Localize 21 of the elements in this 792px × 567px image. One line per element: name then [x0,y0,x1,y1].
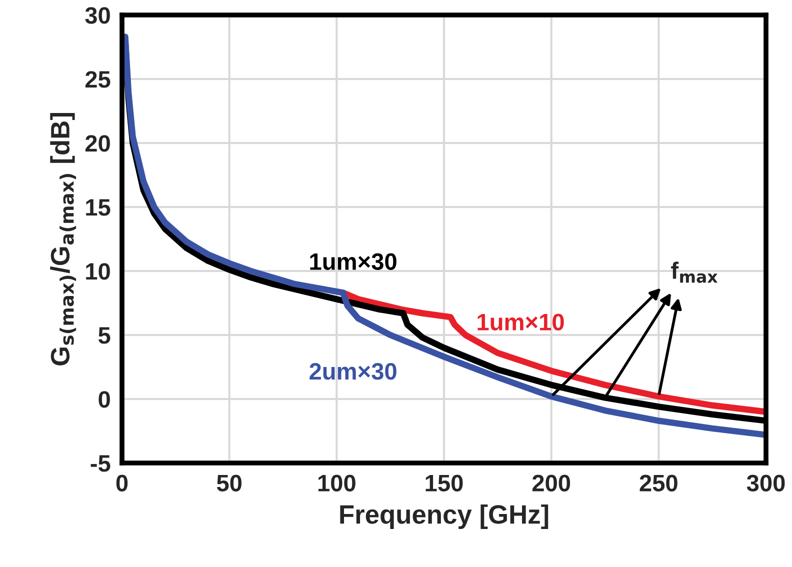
x-tick-label: 200 [532,474,570,492]
y-tick-label: 20 [85,135,110,152]
x-tick-label: 50 [216,474,242,492]
y-tick-label: 15 [86,199,110,216]
x-tick-label: 250 [640,474,678,492]
series-label: 2um×30 [310,363,396,380]
x-tick-label: 100 [318,474,356,492]
series-label: 1um×30 [310,253,396,270]
y-tick-label: 10 [86,263,110,280]
series-label: 1um×10 [478,314,564,330]
y-tick-label: 0 [98,391,110,408]
y-tick-label: 5 [98,327,110,344]
x-axis-title: Frequency [GHz] [340,504,548,530]
x-tick-label: 300 [746,474,785,492]
y-axis-title: G$_{s(max)}$/G$_{a(max)}$ [dB] [50,113,76,366]
y-tick-label: 25 [85,71,110,88]
y-tick-label: -5 [90,455,110,472]
x-tick-label: 0 [116,474,128,492]
y-tick-label: 30 [85,7,110,24]
annotation: f$_{max}$ [671,262,718,283]
x-tick-label: 150 [426,474,463,492]
